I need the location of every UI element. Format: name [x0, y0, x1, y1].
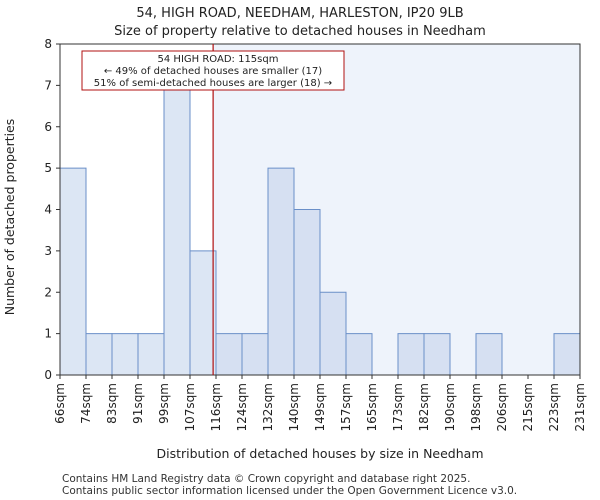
- bar-99sqm: [163, 84, 191, 376]
- y-axis: 0 1 2 3 4 5 6 7 8: [44, 37, 60, 382]
- x-tick-label: 182sqm: [417, 383, 431, 431]
- bar-66sqm: [59, 167, 87, 376]
- x-tick-label: 116sqm: [209, 383, 223, 431]
- y-tick-label: 6: [44, 120, 52, 134]
- bar-198sqm: [475, 333, 503, 376]
- x-tick-label: 231sqm: [573, 383, 587, 431]
- bar-173sqm: [397, 333, 425, 376]
- annotation-line-1: 54 HIGH ROAD: 115sqm: [158, 54, 279, 65]
- y-tick-label: 0: [44, 368, 52, 382]
- bar-182sqm: [423, 333, 451, 376]
- x-tick-label: 66sqm: [53, 383, 67, 424]
- x-tick-label: 157sqm: [339, 383, 353, 431]
- y-tick-label: 8: [44, 37, 52, 51]
- bar-149sqm: [319, 291, 347, 376]
- y-tick-label: 4: [44, 203, 52, 217]
- x-tick-label: 206sqm: [495, 383, 509, 431]
- bar-116sqm: [215, 333, 243, 376]
- bar-132sqm: [267, 167, 295, 376]
- x-tick-label: 132sqm: [261, 383, 275, 431]
- y-tick-label: 1: [44, 327, 52, 341]
- x-axis: 66sqm 74sqm 83sqm 91sqm 99sqm 107sqm 116sqm 124…: [53, 375, 587, 431]
- footer-line-2: Contains public sector information licen…: [62, 485, 517, 497]
- x-tick-label: 91sqm: [131, 383, 145, 424]
- x-tick-label: 173sqm: [391, 383, 405, 431]
- bar-157sqm: [345, 333, 373, 376]
- bar-223sqm: [553, 333, 581, 376]
- x-tick-label: 99sqm: [157, 383, 171, 424]
- bar-91sqm: [137, 333, 165, 376]
- y-tick-label: 2: [44, 285, 52, 299]
- x-tick-label: 215sqm: [521, 383, 535, 431]
- chart-title: 54, HIGH ROAD, NEEDHAM, HARLESTON, IP20 …: [136, 6, 463, 21]
- x-tick-label: 223sqm: [547, 383, 561, 431]
- x-tick-label: 140sqm: [287, 383, 301, 431]
- y-axis-label: Number of detached properties: [2, 119, 17, 316]
- y-tick-label: 3: [44, 244, 52, 258]
- bar-83sqm: [111, 333, 139, 376]
- y-tick-label: 5: [44, 161, 52, 175]
- footer-line-1: Contains HM Land Registry data © Crown c…: [62, 473, 470, 485]
- x-tick-label: 149sqm: [313, 383, 327, 431]
- x-tick-label: 107sqm: [183, 383, 197, 431]
- x-tick-label: 83sqm: [105, 383, 119, 424]
- annotation-line-3: 51% of semi-detached houses are larger (…: [94, 78, 332, 89]
- chart-subtitle: Size of property relative to detached ho…: [114, 24, 486, 39]
- x-tick-label: 165sqm: [365, 383, 379, 431]
- x-axis-label: Distribution of detached houses by size …: [157, 446, 484, 461]
- bar-140sqm: [293, 209, 321, 376]
- x-tick-label: 198sqm: [469, 383, 483, 431]
- annotation-box: 54 HIGH ROAD: 115sqm ← 49% of detached h…: [81, 50, 345, 91]
- x-tick-label: 124sqm: [235, 383, 249, 431]
- x-tick-label: 190sqm: [443, 383, 457, 431]
- bar-124sqm: [241, 333, 269, 376]
- x-tick-label: 74sqm: [79, 383, 93, 424]
- annotation-line-2: ← 49% of detached houses are smaller (17…: [104, 66, 322, 77]
- bar-107sqm: [189, 250, 217, 376]
- bar-74sqm: [85, 333, 113, 376]
- bar-group: [59, 84, 581, 376]
- y-tick-label: 7: [44, 78, 52, 92]
